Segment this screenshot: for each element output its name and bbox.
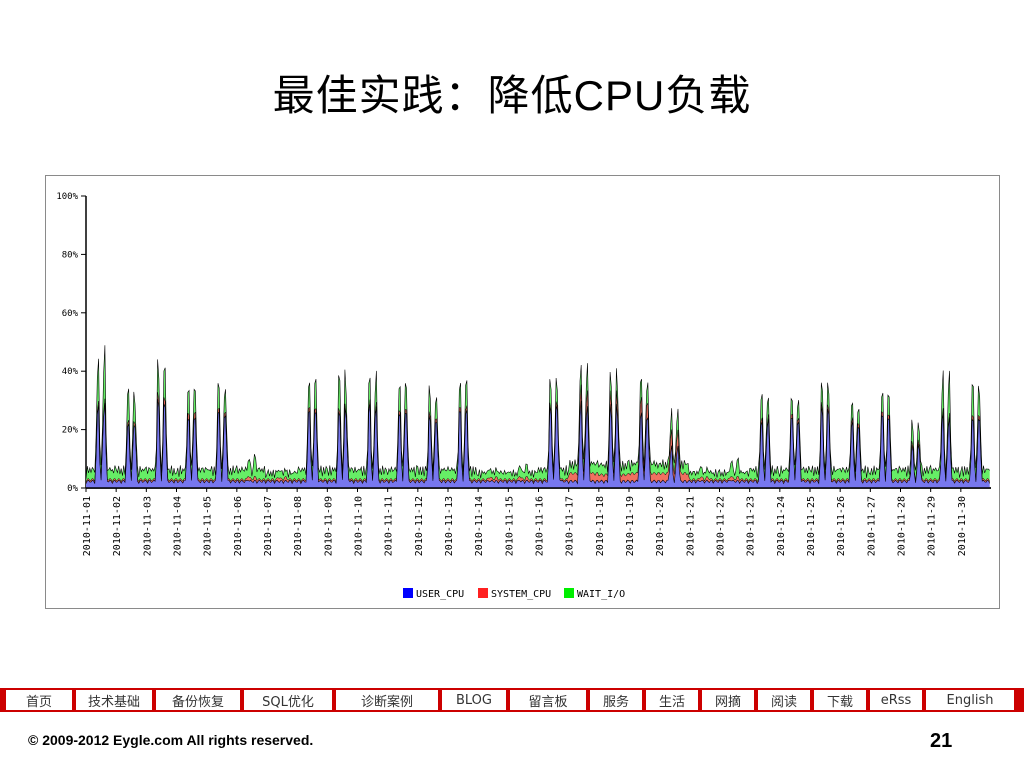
y-tick-label: 80% [62, 250, 79, 260]
x-tick-label: 2010-11-03 [142, 496, 153, 556]
nav-item-2[interactable]: 备份恢复 [156, 690, 240, 710]
x-tick-label: 2010-11-10 [354, 496, 365, 556]
nav-item-3[interactable]: SQL优化 [244, 690, 332, 710]
x-tick-label: 2010-11-11 [384, 496, 395, 556]
legend-label-2: WAIT_I/O [577, 589, 625, 600]
footer-copyright: © 2009-2012 Eygle.com All rights reserve… [28, 732, 314, 748]
x-tick-label: 2010-11-08 [293, 496, 304, 556]
x-tick-label: 2010-11-17 [565, 496, 576, 556]
x-tick-label: 2010-11-18 [595, 496, 606, 556]
y-tick-label: 60% [62, 309, 79, 319]
legend-label-0: USER_CPU [416, 589, 464, 600]
cpu-load-chart: 0% 20% 40% 60% 80% 100% 2010-11-01 2010-11-02 20… [56, 192, 991, 600]
page-number: 21 [930, 730, 953, 752]
x-tick-label: 2010-11-21 [685, 496, 696, 556]
series-area-wait-io [86, 345, 990, 482]
x-tick-label: 2010-11-02 [112, 496, 123, 556]
title-prefix: 最佳实践：降低 [272, 71, 574, 120]
x-tick-label: 2010-11-24 [776, 496, 787, 556]
nav-item-4[interactable]: 诊断案例 [336, 690, 438, 710]
chart-frame: 0% 20% 40% 60% 80% 100% 2010-11-01 2010-11-02 20… [45, 175, 1000, 609]
y-tick-label: 20% [62, 426, 79, 436]
x-tick-label: 2010-11-19 [625, 496, 636, 556]
x-tick-label: 2010-11-26 [836, 496, 847, 556]
x-tick-label: 2010-11-22 [716, 496, 727, 556]
x-tick-label: 2010-11-12 [414, 496, 425, 556]
nav-item-7[interactable]: 服务 [590, 690, 642, 710]
nav-item-6[interactable]: 留言板 [510, 690, 586, 710]
legend-swatch-2 [564, 588, 574, 598]
nav-item-8[interactable]: 生活 [646, 690, 698, 710]
nav-item-10[interactable]: 阅读 [758, 690, 810, 710]
x-tick-label: 2010-11-28 [897, 496, 908, 556]
x-tick-label: 2010-11-30 [957, 496, 968, 556]
title-suffix: 负载 [665, 71, 752, 120]
x-tick-label: 2010-11-01 [82, 496, 93, 556]
y-tick-label: 0% [67, 484, 78, 494]
legend-label-1: SYSTEM_CPU [491, 589, 551, 600]
series-line-user-cpu [85, 399, 990, 485]
slide-title: 最佳实践：降低CPU负载 [0, 62, 1024, 123]
x-tick-label: 2010-11-04 [173, 496, 184, 556]
x-tick-label: 2010-11-29 [927, 496, 938, 556]
legend-swatch-1 [478, 588, 488, 598]
nav-item-0[interactable]: 首页 [6, 690, 72, 710]
x-tick-label: 2010-11-15 [504, 496, 515, 556]
x-tick-label: 2010-11-27 [866, 496, 877, 556]
series-line-wait-io [85, 345, 990, 479]
y-tick-label: 100% [56, 192, 78, 202]
x-tick-label: 2010-11-23 [746, 496, 757, 556]
nav-item-12[interactable]: eRss [870, 690, 922, 710]
nav-item-1[interactable]: 技术基础 [76, 690, 152, 710]
x-tick-label: 2010-11-16 [535, 496, 546, 556]
x-tick-label: 2010-11-09 [323, 496, 334, 556]
legend-swatch-0 [403, 588, 413, 598]
x-tick-label: 2010-11-07 [263, 496, 274, 556]
x-tick-label: 2010-11-25 [806, 496, 817, 556]
title-cpu: CPU [573, 72, 666, 119]
nav-item-5[interactable]: BLOG [442, 690, 506, 710]
x-tick-label: 2010-11-06 [233, 496, 244, 556]
nav-item-11[interactable]: 下载 [814, 690, 866, 710]
x-tick-label: 2010-11-14 [474, 496, 485, 556]
x-tick-label: 2010-11-13 [444, 496, 455, 556]
x-tick-label: 2010-11-05 [203, 496, 214, 556]
y-tick-label: 40% [62, 367, 79, 377]
x-tick-label: 2010-11-20 [655, 496, 666, 556]
nav-item-9[interactable]: 网摘 [702, 690, 754, 710]
series-line-system-cpu [85, 384, 990, 483]
nav-bar: 首页 技术基础 备份恢复 SQL优化 诊断案例 BLOG 留言板 服务 生活 网摘 阅读 下载 eRss… [0, 688, 1024, 712]
nav-item-13[interactable]: English [926, 690, 1014, 710]
